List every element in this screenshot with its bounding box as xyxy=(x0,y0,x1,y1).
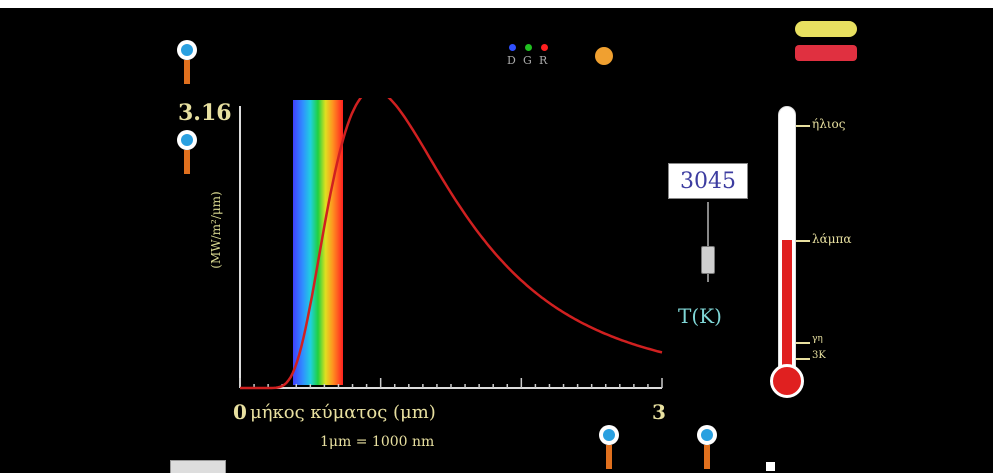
temperature-value-box[interactable]: 3045 xyxy=(668,163,748,199)
y-axis-label: (MW/m²/μm) xyxy=(209,191,223,269)
unit-note: 1μm = 1000 nm xyxy=(320,434,435,450)
zoom-pin-top-icon[interactable] xyxy=(176,38,198,86)
zoom-out-icon[interactable] xyxy=(598,424,620,472)
legend-label-r: R xyxy=(539,54,548,67)
y-max-label: 3.16 xyxy=(178,100,232,126)
top-red-button[interactable] xyxy=(795,45,857,61)
thermometer-fill xyxy=(782,240,792,372)
top-yellow-button[interactable] xyxy=(795,21,857,37)
visible-spectrum-band xyxy=(293,100,343,385)
thermometer-label-3k: 3K xyxy=(812,350,826,361)
x-axis-label: μήκος κύματος (μm) xyxy=(250,402,436,423)
thermometer-mark-earth xyxy=(796,342,810,344)
temperature-label: T(K) xyxy=(678,304,722,328)
legend-label-d: D xyxy=(507,54,516,67)
option-checkbox[interactable] xyxy=(766,462,775,471)
thermometer-label-lamp: λάμπα xyxy=(812,232,852,246)
thermometer-mark-sun xyxy=(796,125,810,127)
x-min-label: 0 xyxy=(233,400,247,424)
thermometer-mark-lamp xyxy=(796,240,810,242)
x-axis-ticks xyxy=(239,378,663,388)
legend-label-g: G xyxy=(523,54,532,67)
planck-curve xyxy=(240,98,663,390)
thermometer-bulb xyxy=(770,364,804,398)
temperature-slider-thumb[interactable] xyxy=(701,246,715,275)
thermometer-label-sun: ήλιος xyxy=(812,117,846,131)
reset-button[interactable] xyxy=(170,460,226,473)
blackbody-graph xyxy=(239,98,663,390)
star-color-icon xyxy=(595,47,613,65)
thermometer-label-earth: γη xyxy=(812,334,823,344)
zoom-in-icon[interactable] xyxy=(696,424,718,472)
x-max-label: 3 xyxy=(652,400,666,424)
thermometer-mark-3k xyxy=(796,358,810,360)
legend-dot-red xyxy=(541,44,548,51)
color-legend: D G R xyxy=(503,42,573,72)
simulation-stage: D G R 3 xyxy=(0,8,993,473)
temperature-slider-track[interactable] xyxy=(707,202,709,282)
zoom-pin-bottom-icon[interactable] xyxy=(176,128,198,176)
legend-dot-blue xyxy=(509,44,516,51)
legend-dot-green xyxy=(525,44,532,51)
